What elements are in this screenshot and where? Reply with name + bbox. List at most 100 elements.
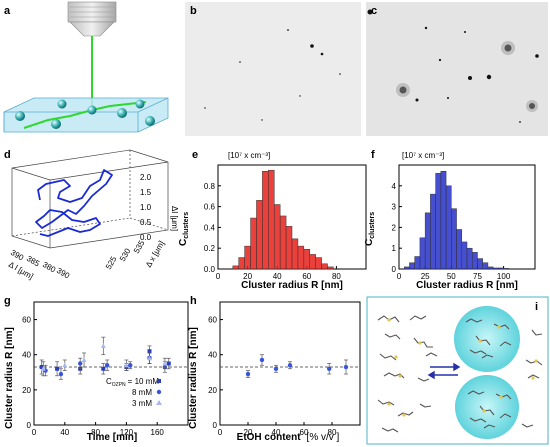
panel-i: i [366, 296, 549, 445]
e-bar [232, 265, 239, 270]
panel-d: d 2.0 1.5 1.0 0.5 0.0 Δl [μm] 390 385 38… [4, 149, 179, 281]
e-bar [303, 248, 311, 270]
f-bar [471, 252, 478, 270]
g-y-axis-label: Cluster radius R [nm] [4, 327, 15, 429]
legend-marker-circle [156, 389, 162, 395]
g-point [100, 343, 106, 348]
f-y-axis-label: Cclusters [364, 212, 376, 246]
e-bar [285, 226, 293, 270]
z-tick: 2.0 [140, 173, 152, 182]
panel-label-c: c [371, 5, 377, 17]
e-bar [273, 204, 281, 270]
g-point [40, 366, 46, 371]
z-tick: 1.0 [140, 203, 152, 212]
f-y-tick-label: 2 [392, 223, 397, 232]
panel-label-i: i [535, 301, 538, 313]
g-point [39, 365, 44, 370]
e-y-tick-label: 0.0 [204, 265, 216, 274]
trajectory-box [11, 149, 169, 249]
e-bar [262, 170, 269, 270]
y-tick: 530 [118, 246, 133, 263]
h-y-tick-label: 20 [208, 386, 217, 395]
x-tick: 390 [55, 266, 72, 281]
f-bar [414, 256, 421, 270]
legend-label-10mm: COZPN = 10 mM [106, 377, 159, 388]
f-bar [456, 229, 463, 270]
e-x-tick-label: 60 [302, 272, 311, 281]
objective-lens-icon [67, 1, 117, 37]
panel-b: b [185, 2, 361, 136]
e-bar [238, 257, 245, 270]
panel-a: a [3, 1, 169, 133]
h-point [287, 363, 293, 368]
h-point [273, 366, 279, 371]
e-y-tick-label: 0.4 [204, 223, 216, 232]
g-point [78, 361, 83, 366]
g-legend: COZPN = 10 mM 8 mM 3 mM [106, 377, 162, 408]
f-x-tick-label: 0 [397, 272, 402, 281]
e-bar [297, 245, 305, 270]
f-x-tick-label: 50 [447, 272, 456, 281]
f-bar [492, 267, 499, 270]
g-y-tick-label: 0 [27, 421, 32, 430]
h-x-axis-label: EtOH content [% v/v ] [237, 432, 340, 443]
histogram-e: 0 20 40 60 80 0.0 0.2 0.4 0.6 0.8 [204, 164, 367, 281]
h-x-tick-label: 40 [272, 428, 281, 437]
e-bar [291, 238, 299, 270]
x-tick: 385 [25, 254, 42, 269]
cluster-sphere [455, 375, 519, 439]
z-axis-ticks: 2.0 1.5 1.0 0.5 0.0 [140, 173, 152, 242]
g-x-tick-label: 0 [32, 428, 37, 437]
g-y-tick-label: 40 [22, 351, 31, 360]
g-point [104, 363, 110, 368]
g-point [147, 349, 152, 354]
e-bar [256, 200, 263, 270]
f-bar [461, 241, 468, 270]
f-x-tick-label: 100 [497, 272, 511, 281]
f-bar [487, 266, 494, 270]
e-x-tick-label: 20 [243, 272, 252, 281]
molecule-atoms [387, 318, 538, 417]
h-plot-frame [219, 301, 361, 426]
g-point [101, 366, 106, 371]
e-bar [279, 215, 287, 270]
panel-h: h 0 20 40 60 80 0 20 40 60 Cluster radius R [nm]… [188, 295, 361, 443]
z-tick: 0.5 [140, 218, 152, 227]
micrograph-b [185, 2, 361, 136]
panel-g: g 0 40 80 120 160 0 20 40 60 Cluster radius R [n… [4, 295, 189, 443]
h-x-tick-label: 60 [300, 428, 309, 437]
g-point [162, 361, 168, 366]
e-y-axis-label: Cclusters [178, 212, 190, 246]
g-point [55, 366, 60, 371]
panel-i-frame [366, 296, 549, 445]
z-axis-label: Δl [μm] [170, 206, 179, 231]
f-y-tick-label: 1 [392, 244, 397, 253]
g-x-tick-label: 160 [151, 428, 165, 437]
e-y-unit: [10⁷ x cm⁻³] [228, 151, 270, 160]
panel-label-g: g [4, 295, 11, 307]
h-x-tick-label: 80 [328, 428, 337, 437]
f-bar [466, 247, 473, 270]
g-point [147, 355, 152, 361]
g-point [123, 362, 129, 368]
f-y-tick-label: 3 [392, 203, 397, 212]
panel-e: e 0 20 40 60 80 0.0 0.2 0.4 0.6 0.8 Cclusters [10… [178, 149, 367, 291]
h-point [245, 371, 251, 377]
h-x-tick-label: 20 [244, 428, 253, 437]
f-y-tick-label: 4 [392, 182, 397, 191]
legend-label-3mm: 3 mM [132, 399, 152, 408]
e-bar [268, 169, 275, 270]
g-y-tick-label: 20 [22, 386, 31, 395]
e-bar [244, 245, 251, 270]
scatter-g: 0 40 80 120 160 0 20 40 60 [22, 301, 189, 437]
h-point [327, 366, 332, 371]
f-bar [445, 185, 452, 270]
e-bar [321, 263, 328, 270]
e-y-tick-label: 0.2 [204, 244, 216, 253]
e-y-tick-label: 0.6 [204, 203, 216, 212]
e-bar [327, 266, 334, 270]
e-x-tick-label: 40 [273, 272, 282, 281]
f-bar [424, 212, 431, 270]
g-y-tick-label: 60 [22, 316, 31, 325]
